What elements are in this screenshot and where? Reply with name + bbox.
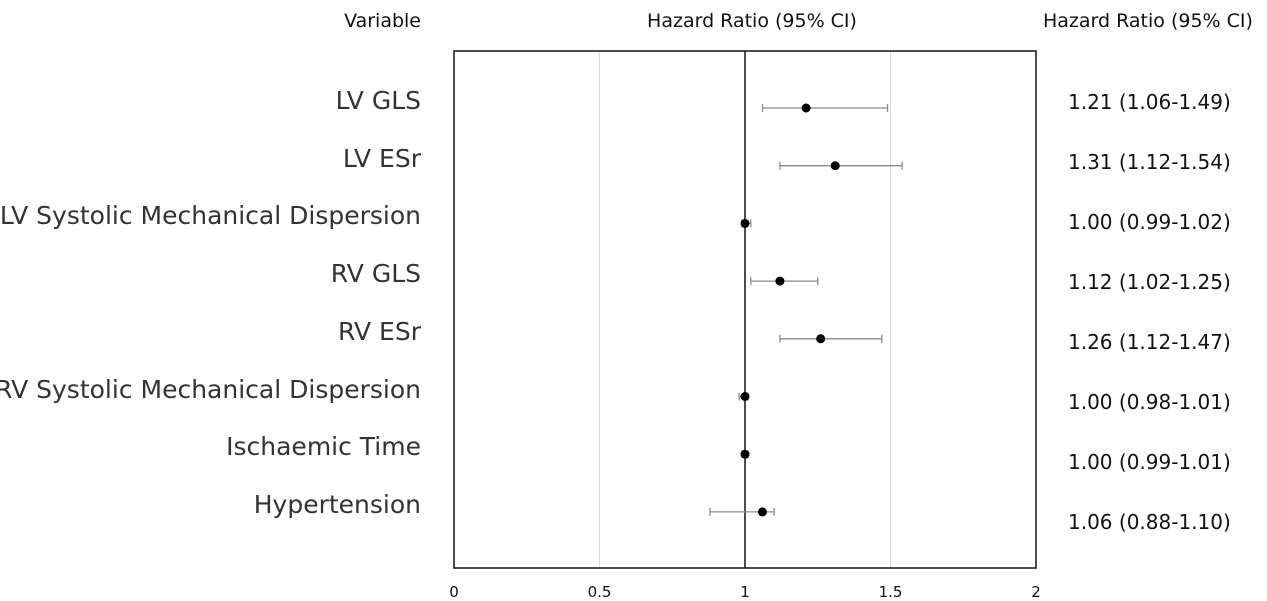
x-tick-label-4: 2 xyxy=(1031,583,1041,601)
variable-label-4: RV ESr xyxy=(338,316,421,346)
variable-label-5: RV Systolic Mechanical Dispersion xyxy=(0,374,421,404)
hazard-ratio-text-2: 1.00 (0.99-1.02) xyxy=(1068,210,1231,234)
variable-label-6: Ischaemic Time xyxy=(226,432,421,462)
x-tick-label-3: 1.5 xyxy=(879,583,903,601)
hazard-ratio-text-7: 1.06 (0.88-1.10) xyxy=(1068,510,1231,534)
hazard-ratio-text-3: 1.12 (1.02-1.25) xyxy=(1068,270,1231,294)
x-tick-label-0: 0 xyxy=(449,583,459,601)
variable-label-1: LV ESr xyxy=(342,143,421,173)
hazard-ratio-point-7 xyxy=(757,507,767,517)
variable-label-0: LV GLS xyxy=(335,86,421,115)
hazard-ratio-point-0 xyxy=(801,103,811,113)
variable-label-2: LV Systolic Mechanical Dispersion xyxy=(0,201,421,231)
hazard-ratio-text-4: 1.26 (1.12-1.47) xyxy=(1068,330,1231,354)
hazard-ratio-text-1: 1.31 (1.12-1.54) xyxy=(1068,150,1231,174)
x-tick-label-2: 1 xyxy=(740,583,750,601)
variable-label-7: Hypertension xyxy=(253,489,421,519)
plot-column-header: Hazard Ratio (95% CI) xyxy=(647,10,857,32)
variable-column-header: Variable xyxy=(344,10,421,32)
hazard-ratio-point-5 xyxy=(740,392,750,401)
hazard-ratio-column-header: Hazard Ratio (95% CI) xyxy=(1043,10,1253,32)
hazard-ratio-text-6: 1.00 (0.99-1.01) xyxy=(1068,450,1231,474)
hazard-ratio-point-3 xyxy=(775,276,785,286)
hazard-ratio-point-6 xyxy=(740,449,750,459)
hazard-ratio-point-4 xyxy=(816,334,826,344)
x-tick-label-1: 0.5 xyxy=(588,583,612,601)
hazard-ratio-point-2 xyxy=(740,218,750,228)
variable-label-3: RV GLS xyxy=(330,259,421,289)
hazard-ratio-text-5: 1.00 (0.98-1.01) xyxy=(1068,390,1231,414)
hazard-ratio-point-1 xyxy=(830,161,840,171)
hazard-ratio-text-0: 1.21 (1.06-1.49) xyxy=(1068,90,1231,114)
